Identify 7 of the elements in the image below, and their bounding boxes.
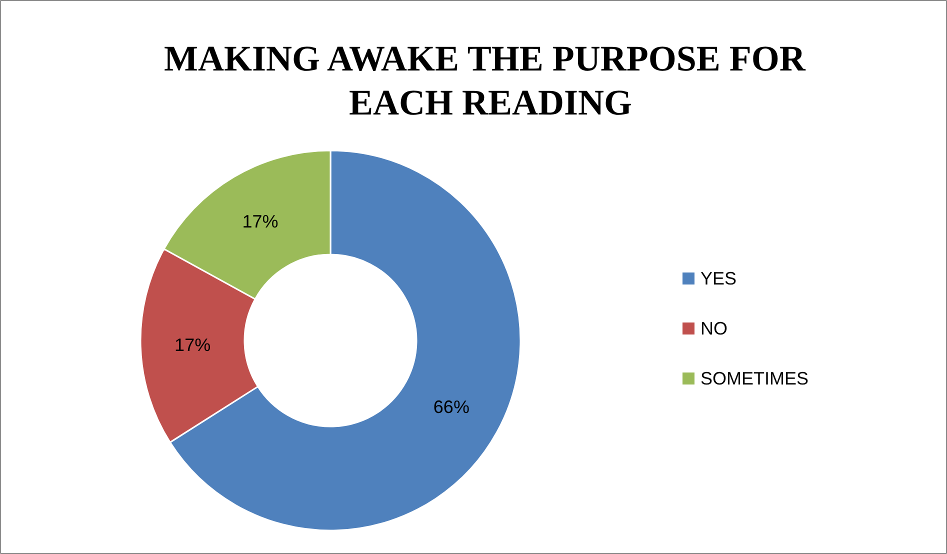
data-label: 17% [174, 334, 211, 355]
legend-label: SOMETIMES [700, 368, 809, 388]
chart-title: MAKING AWAKE THE PURPOSE FOR EACH READING [164, 38, 806, 122]
legend-label: YES [700, 268, 737, 288]
data-label: 66% [433, 396, 470, 417]
legend-label: NO [700, 318, 728, 338]
data-label: 17% [242, 212, 278, 232]
